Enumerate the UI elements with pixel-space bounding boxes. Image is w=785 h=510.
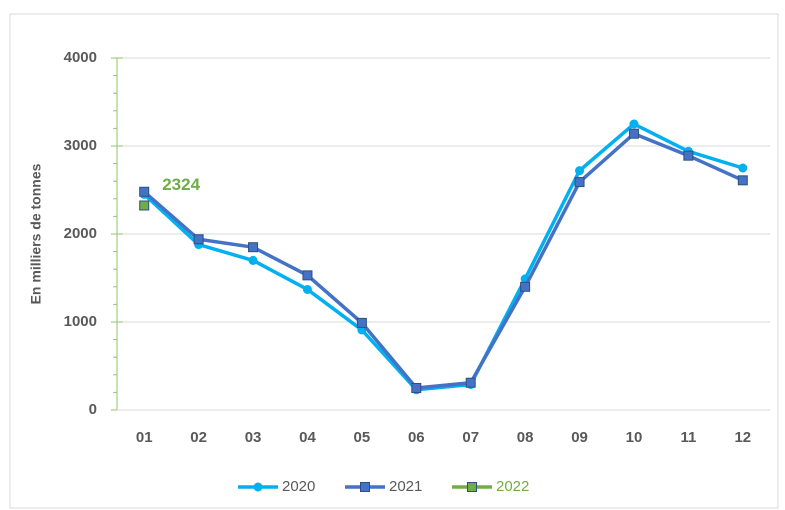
y-tick-label: 3000 — [64, 137, 97, 154]
data-point — [575, 166, 585, 176]
x-tick-label: 08 — [517, 429, 534, 446]
legend-marker — [360, 482, 370, 492]
x-tick-label: 06 — [408, 429, 425, 446]
data-point — [574, 177, 585, 188]
data-point — [302, 284, 312, 294]
data-point — [193, 234, 204, 245]
legend-label: 2020 — [282, 478, 315, 495]
x-tick-label: 03 — [245, 429, 262, 446]
legend-label: 2022 — [496, 478, 529, 495]
data-point — [628, 128, 639, 139]
series-line — [143, 131, 744, 390]
y-tick-label: 2000 — [64, 225, 97, 242]
data-point — [520, 281, 531, 292]
x-tick-label: 11 — [680, 429, 696, 446]
data-point — [139, 200, 150, 211]
data-point — [738, 163, 748, 173]
data-point — [465, 377, 476, 388]
series-line — [143, 122, 744, 392]
x-tick-label: 02 — [190, 429, 207, 446]
legend-marker — [467, 482, 477, 492]
y-axis-title: En milliers de tonnes — [28, 163, 44, 304]
legend-marker — [253, 482, 263, 492]
y-tick-label: 0 — [89, 401, 97, 418]
x-tick-label: 05 — [354, 429, 371, 446]
chart-border — [9, 13, 779, 509]
legend-label: 2021 — [389, 478, 422, 495]
data-point — [411, 383, 422, 393]
data-point — [248, 242, 259, 253]
x-tick-label: 04 — [299, 429, 316, 446]
x-tick-label: 10 — [626, 429, 643, 446]
x-tick-label: 07 — [462, 429, 479, 446]
y-tick-label: 4000 — [64, 49, 97, 66]
data-point — [356, 317, 367, 328]
data-label: 2324 — [162, 175, 200, 194]
data-point — [139, 186, 150, 197]
data-point — [302, 270, 313, 281]
data-point — [737, 175, 748, 186]
data-point — [248, 255, 258, 265]
x-tick-label: 12 — [734, 429, 751, 446]
y-tick-label: 1000 — [64, 313, 97, 330]
x-tick-label: 01 — [136, 429, 153, 446]
data-point — [629, 119, 639, 129]
data-point — [683, 150, 694, 161]
x-tick-label: 09 — [571, 429, 588, 446]
